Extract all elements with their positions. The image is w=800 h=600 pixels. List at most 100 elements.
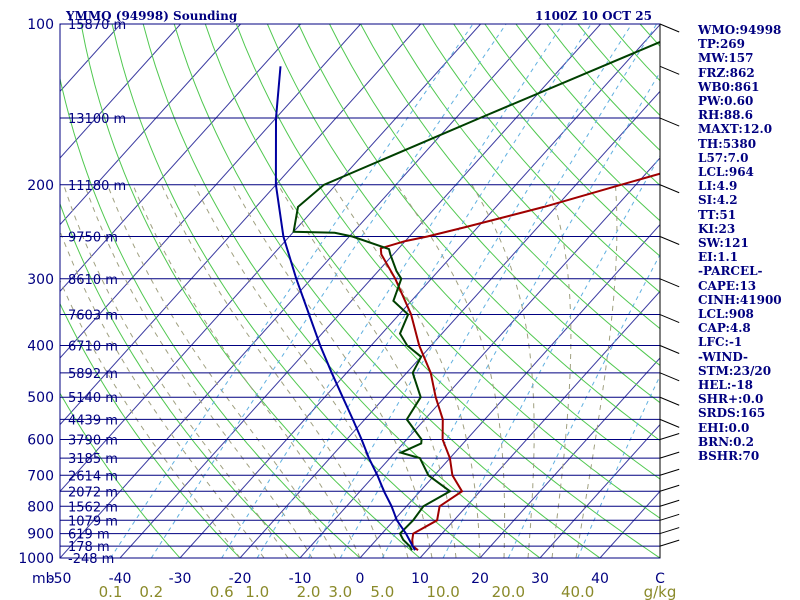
y-tick-label: 200 <box>27 178 54 194</box>
wind-barb <box>659 278 680 288</box>
pressure-unit-label: mb <box>32 571 55 587</box>
index-line: MW:157 <box>698 51 754 66</box>
index-line: KI:23 <box>698 221 736 236</box>
index-line: CAPE:13 <box>698 278 757 293</box>
mixing-ratio-label: 0.1 <box>99 583 123 600</box>
mixing-ratio-line <box>256 24 592 558</box>
height-label: 8610 m <box>68 273 118 288</box>
index-line: WMO:94998 <box>698 23 782 37</box>
moist-adiabat <box>84 184 313 558</box>
parcel-line <box>274 66 416 551</box>
index-line: LCL:908 <box>698 307 754 322</box>
mixing-ratio-line <box>308 24 633 558</box>
y-tick-label: 500 <box>27 390 54 406</box>
temperature-line <box>379 172 660 551</box>
index-line: -PARCEL- <box>698 264 763 279</box>
isotherm <box>119 24 601 558</box>
moist-adiabat <box>396 184 506 558</box>
mixing-ratio-label: 0.6 <box>210 583 234 600</box>
y-tick-label: 1000 <box>18 551 54 567</box>
mixing-ratio-label: 40.0 <box>561 583 594 600</box>
moist-adiabat <box>194 184 409 558</box>
mixing-ratio-line <box>110 24 474 558</box>
height-label: 3185 m <box>68 452 118 467</box>
mixing-ratio-label: 2.0 <box>297 583 321 600</box>
y-tick-label: 700 <box>27 468 54 484</box>
index-line: SHR+:0.0 <box>698 392 764 407</box>
height-label: 11180 m <box>68 179 126 194</box>
index-line: PW:0.60 <box>698 94 754 109</box>
index-line: SI:4.2 <box>698 193 738 208</box>
height-label: 1562 m <box>68 500 118 515</box>
height-label: 178 m <box>68 540 110 555</box>
moist-adiabat <box>60 279 241 558</box>
x-tick-label: 20 <box>471 571 489 587</box>
mixing-ratio-label: 10.0 <box>426 583 459 600</box>
mixing-ratio-label: 0.2 <box>139 583 163 600</box>
height-label: 13100 m <box>68 112 126 127</box>
mixing-ratio-label: 3.0 <box>328 583 352 600</box>
index-line: BSHR:70 <box>698 449 760 464</box>
index-line: STM:23/20 <box>698 363 772 378</box>
index-line: WB0:861 <box>698 79 760 94</box>
chart-time: 1100Z 10 OCT 25 <box>535 9 652 23</box>
sounding-series <box>274 40 660 551</box>
wind-barb <box>659 539 680 547</box>
height-label: -248 m <box>68 552 114 567</box>
index-line: EI:1.1 <box>698 250 739 265</box>
height-label: 5892 m <box>68 367 118 382</box>
height-label: 2614 m <box>68 469 118 484</box>
wind-barb <box>659 23 680 33</box>
x-tick-label: 30 <box>531 571 549 587</box>
height-label: 1079 m <box>68 514 118 529</box>
height-label: 15870 m <box>68 18 126 33</box>
moist-adiabat <box>547 184 572 558</box>
mixing-ratio-unit: g/kg <box>644 583 677 600</box>
x-unit-label: C <box>655 571 665 587</box>
index-line: CAP:4.8 <box>698 321 751 336</box>
height-label: 6710 m <box>68 340 118 355</box>
index-line: FRZ:862 <box>698 65 755 80</box>
wind-barb <box>659 451 680 459</box>
x-tick-label: -30 <box>169 571 192 587</box>
isotherm <box>0 24 1 558</box>
moist-adiabat <box>575 184 618 558</box>
y-tick-label: 100 <box>27 17 54 33</box>
isotherm <box>479 357 660 558</box>
y-tick-label: 400 <box>27 339 54 355</box>
index-line: TH:5380 <box>698 136 757 151</box>
wind-barb <box>659 513 680 521</box>
x-tick-label: -40 <box>109 571 132 587</box>
isotherm <box>419 290 660 558</box>
wind-barb <box>659 345 680 354</box>
index-line: -WIND- <box>698 349 748 364</box>
isotherm <box>299 157 660 558</box>
chart-title: YMMQ (94998) Sounding <box>65 9 238 23</box>
index-line: CINH:41900 <box>698 292 782 307</box>
wind-barb <box>659 314 680 323</box>
y-tick-label: 300 <box>27 272 54 288</box>
moist-adiabat <box>331 184 481 558</box>
wind-barb <box>659 499 680 507</box>
wind-barb <box>659 433 680 441</box>
index-line: RH:88.6 <box>698 108 753 123</box>
x-tick-label: 40 <box>591 571 609 587</box>
index-line: LCL:964 <box>698 165 754 180</box>
index-line: L57:7.0 <box>698 150 749 165</box>
height-label: 7603 m <box>68 309 118 324</box>
height-label: 3790 m <box>68 434 118 449</box>
index-line: TP:269 <box>698 37 746 52</box>
wind-barb <box>659 484 680 492</box>
dry-adiabat <box>60 202 301 558</box>
isotherm <box>60 24 181 159</box>
y-tick-label: 600 <box>27 433 54 449</box>
mixing-ratio-label: 1.0 <box>245 583 269 600</box>
isotherm <box>239 90 660 558</box>
index-line: LI:4.9 <box>698 179 738 194</box>
mixing-ratio-lines <box>110 24 660 558</box>
index-line: HEL:-18 <box>698 378 754 393</box>
wind-barb <box>659 468 680 476</box>
height-label: 2072 m <box>68 485 118 500</box>
x-tick-label: -10 <box>289 571 312 587</box>
index-line: MAXT:12.0 <box>698 122 773 137</box>
